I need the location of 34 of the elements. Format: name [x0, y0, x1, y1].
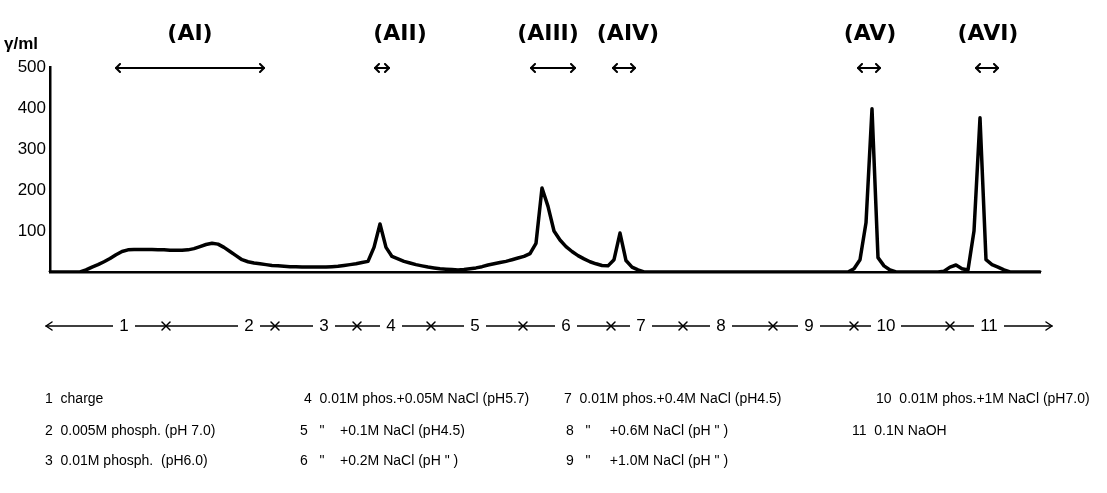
text: 6	[555, 316, 577, 335]
text: 3 0.01M phosph. (pH6.0)	[45, 452, 208, 468]
y-axis-title: γ/ml	[4, 34, 39, 54]
text: (AVI)	[956, 20, 1020, 45]
text: 5	[464, 316, 486, 335]
text: 9 " +1.0M NaCl (pH " )	[566, 452, 729, 468]
text: 3	[313, 316, 335, 335]
y-tick-label: 500	[17, 56, 46, 76]
y-tick-label: 200	[17, 179, 46, 199]
y-tick-label: 100	[17, 220, 46, 240]
text: 7	[630, 316, 652, 335]
text: 4 0.01M phos.+0.05M NaCl (pH5.7)	[304, 390, 530, 406]
text: 11	[974, 316, 1004, 335]
text: 8	[710, 316, 732, 335]
text: 11 0.1N NaOH	[852, 422, 947, 438]
text: 2 0.005M phosph. (pH 7.0)	[45, 422, 216, 438]
text: 10 0.01M phos.+1M NaCl (pH7.0)	[876, 390, 1090, 406]
text: 7 0.01M phos.+0.4M NaCl (pH4.5)	[564, 390, 782, 406]
text: 2	[238, 316, 260, 335]
text: (AIII)	[517, 20, 579, 45]
text: 8 " +0.6M NaCl (pH " )	[566, 422, 729, 438]
y-tick-label: 400	[17, 97, 46, 117]
text: 1 charge	[45, 390, 104, 406]
text: 4	[380, 316, 402, 335]
text: (AV)	[842, 20, 898, 45]
text: 5 " +0.1M NaCl (pH4.5)	[300, 422, 465, 438]
text: (AII)	[372, 20, 428, 45]
text: 9	[798, 316, 820, 335]
text: 1	[113, 316, 135, 335]
y-tick-label: 300	[17, 138, 46, 158]
text: 6 " +0.2M NaCl (pH " )	[300, 452, 459, 468]
text: 10	[870, 316, 902, 335]
text: (AIV)	[596, 20, 660, 45]
text: (AI)	[166, 20, 214, 45]
